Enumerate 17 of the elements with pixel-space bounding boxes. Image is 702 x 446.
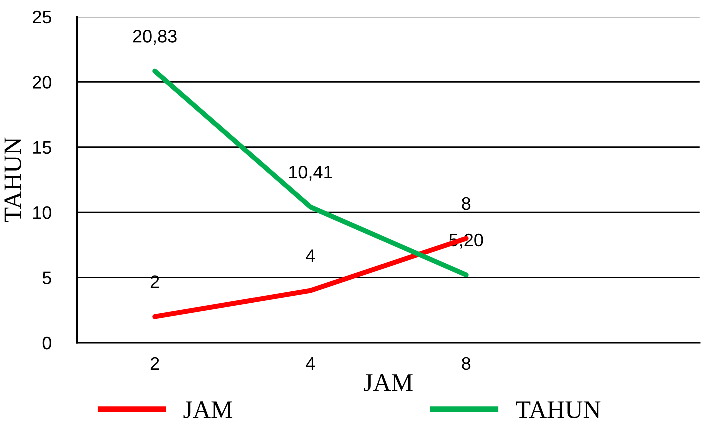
data-label: 10,41 — [290, 166, 332, 181]
data-label: 4 — [306, 250, 316, 262]
x-axis-title: JAM — [364, 374, 413, 392]
legend-label: JAM — [184, 402, 233, 418]
data-label: 20,83 — [133, 30, 177, 45]
x-tick-label: 8 — [462, 357, 471, 370]
y-tick-label: 15 — [34, 141, 52, 154]
data-label: 8 — [462, 197, 471, 210]
y-tick-label: 10 — [34, 206, 52, 220]
y-tick-label: 5 — [42, 272, 52, 284]
y-axis-title: TAHUN — [4, 138, 22, 222]
y-tick-label: 20 — [33, 76, 52, 89]
y-tick-label: 0 — [42, 336, 52, 350]
x-tick-label: 4 — [306, 358, 316, 370]
y-tick-label: 25 — [33, 10, 52, 24]
x-tick-label: 2 — [150, 357, 160, 370]
legend-label: TAHUN — [516, 402, 601, 418]
